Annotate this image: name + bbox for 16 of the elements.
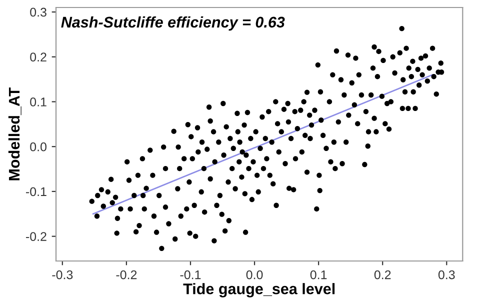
y-tick-label: 0.3 <box>30 8 46 17</box>
x-tick-label: 0.2 <box>374 270 391 280</box>
x-tick-label: 0.3 <box>438 270 455 280</box>
y-tick-label: 0.2 <box>30 52 46 62</box>
y-tick-label: -0.2 <box>26 232 46 241</box>
y-tick-label: -0.1 <box>26 187 46 196</box>
y-tick-label: 0.0 <box>30 142 46 152</box>
y-tick-label: 0.1 <box>30 98 46 106</box>
x-tick-label: -0.3 <box>52 270 73 280</box>
x-tick-label: -0.1 <box>180 270 201 280</box>
x-axis-title: Tide gauge_sea level <box>183 283 335 298</box>
x-tick-label: 0.1 <box>310 270 327 280</box>
annotation: Nash-Sutcliffe efficiency = 0.63 <box>61 16 285 31</box>
x-tick-label: -0.2 <box>116 270 137 280</box>
y-axis-title: Modelled_AT <box>8 87 22 180</box>
x-tick-label: 0.0 <box>246 270 263 280</box>
